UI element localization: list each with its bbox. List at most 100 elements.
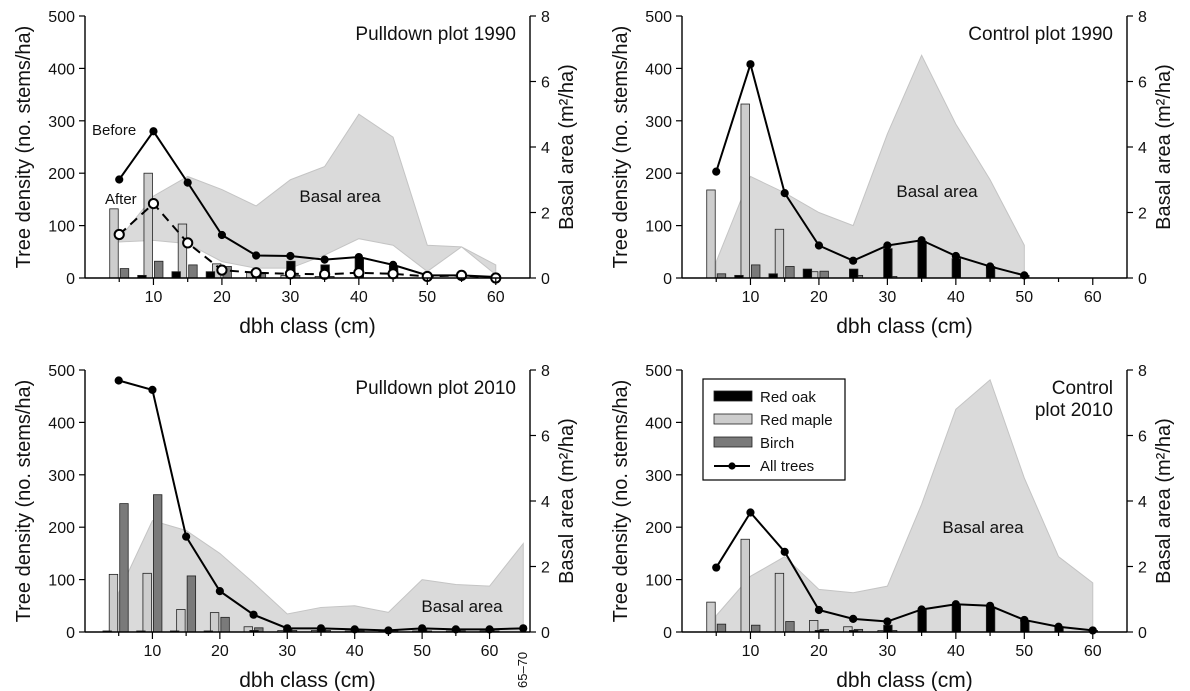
y-tick-label-right: 0 [1138,625,1147,642]
y-tick-label-left: 300 [48,468,75,485]
point-all-trees [746,508,755,517]
bar-red-oak [985,606,996,633]
y-tick-label-right: 0 [541,625,550,642]
legend-swatch-red-maple [713,413,753,425]
point-all-trees [1020,615,1029,625]
bar-red-oak [883,248,893,279]
legend: Red oak Red maple Birch All trees [702,378,846,481]
y-tick-label-left: 500 [48,363,75,380]
bar-red-oak [951,258,961,279]
bar-birch [785,266,795,279]
x-tick-label: 60 [481,643,499,660]
x-tick-label: 60 [487,289,505,306]
x-tick-label: 60 [1084,289,1102,306]
panel-title: Pulldown plot 1990 [355,24,516,45]
y-tick-label-left: 0 [663,271,672,288]
bar-birch [751,624,761,633]
bar-birch [153,494,163,633]
y-tick-label-left: 300 [645,114,672,131]
x-tick-label: 20 [211,643,229,660]
point-after [113,228,125,241]
x-tick-label: 20 [810,289,828,306]
y-tick-label-right: 8 [1138,9,1147,26]
x-tick-label: 20 [213,289,231,306]
x-tick-label: 40 [346,643,364,660]
y-tick-label-left: 0 [66,625,75,642]
legend-label-red-maple: Red maple [760,412,833,429]
line-all-trees [715,510,1093,632]
bar-birch [119,503,129,633]
y-axis-label-right: Basal area (m²/ha) [556,64,578,230]
y-tick-label-left: 200 [645,166,672,183]
bar-red-oak [205,271,216,279]
y-tick-label-right: 2 [1138,206,1147,223]
y-tick-label-left: 200 [48,520,75,537]
point-all-trees [283,624,292,633]
bar-red-maple [142,572,152,633]
bar-red-maple [108,573,119,633]
point-after [182,237,194,249]
point-before [115,175,124,184]
point-all-trees [814,605,824,615]
y-tick-label-left: 500 [645,9,672,26]
point-after [284,268,296,280]
point-before [217,230,227,240]
y-tick-label-right: 2 [1138,560,1147,577]
x-tick-label: 10 [742,289,760,306]
bar-birch [154,260,164,279]
bar-red-oak [883,624,893,633]
y-tick-label-left: 300 [645,468,672,485]
x-tick-label: 50 [1015,643,1033,660]
x-axis-overflow-label: 65–70 [515,652,530,688]
point-all-trees [316,624,326,633]
point-all-trees [849,256,858,265]
legend-swatch-birch [713,436,753,448]
x-tick-label: 40 [947,289,965,306]
point-all-trees [780,547,789,556]
bar-birch [716,623,727,633]
bar-red-maple [740,103,750,279]
chart-panel-control-2010: 0 100 200 300 400 500 0 2 4 6 8 10 20 30 40 50 60 dbh cla… [610,363,1175,691]
point-all-trees [182,532,191,541]
y-axis-label-left: Tree density (no. stems/ha) [13,380,35,623]
point-after [147,197,160,210]
point-all-trees [712,563,721,572]
bar-red-maple [109,208,119,279]
bar-red-maple [176,609,186,633]
bar-red-maple [706,601,716,633]
x-tick-label: 50 [418,289,436,306]
point-all-trees [917,605,926,614]
point-all-trees [917,236,926,245]
x-axis-label: dbh class (cm) [239,669,376,691]
y-tick-label-right: 6 [1138,429,1147,446]
legend-swatch-point [728,462,736,470]
bar-birch [186,575,197,633]
y-tick-label-left: 0 [66,271,75,288]
y-tick-label-right: 0 [541,271,550,288]
annotation-before: Before [92,122,136,139]
y-tick-label-left: 400 [48,415,75,432]
bar-red-oak [849,268,859,279]
x-tick-label: 30 [878,643,896,660]
y-tick-label-right: 8 [541,363,550,380]
x-tick-label: 60 [1084,643,1102,660]
y-tick-label-right: 0 [1138,271,1147,288]
y-tick-label-right: 2 [541,560,550,577]
y-tick-label-right: 6 [541,75,550,92]
bar-red-oak [951,605,961,633]
basal-area-label: Basal area [896,182,978,201]
y-tick-label-right: 6 [541,429,550,446]
point-before [183,178,192,187]
basal-area-band [715,54,1025,279]
y-tick-label-left: 500 [645,363,672,380]
legend-label-red-oak: Red oak [760,389,816,406]
point-all-trees [148,385,157,395]
bar-red-maple [143,172,153,279]
bar-red-maple [774,228,785,279]
point-all-trees [418,624,427,633]
basal-area-label: Basal area [421,597,503,616]
panel-title: Control [1052,378,1113,399]
x-axis-label: dbh class (cm) [836,315,973,338]
bar-birch [188,264,198,279]
y-tick-label-left: 400 [48,61,75,78]
